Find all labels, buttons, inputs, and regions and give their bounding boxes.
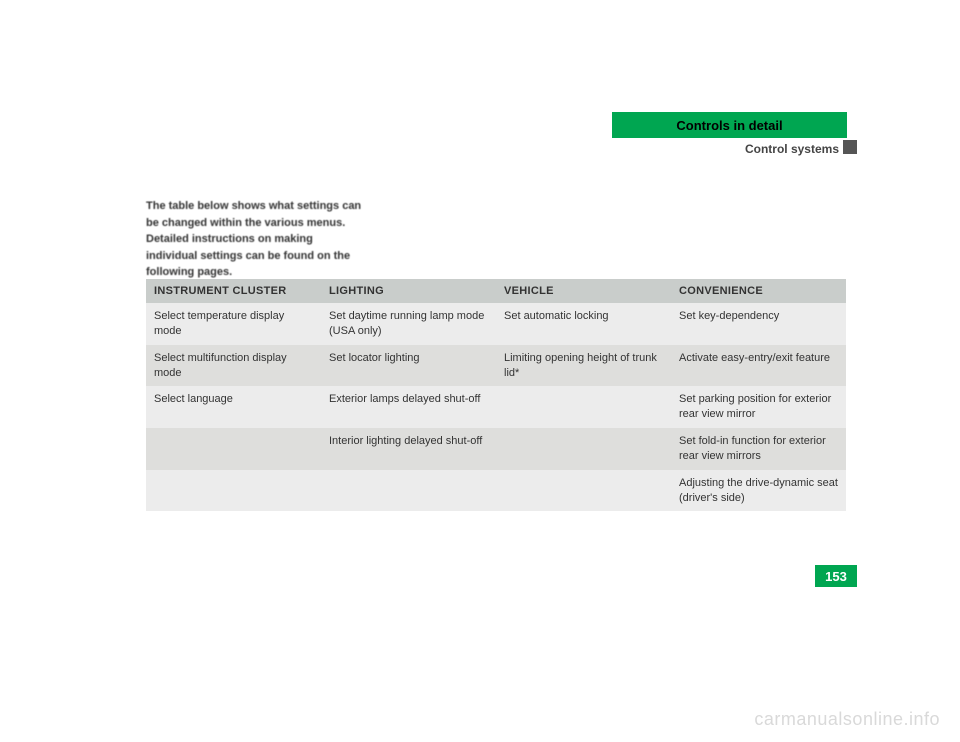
page-number-badge: 153 [815, 565, 857, 587]
table-cell: Limiting opening height of trunk lid* [496, 345, 671, 387]
table-row: Select temperature display mode Set dayt… [146, 303, 846, 345]
table-cell [321, 470, 496, 512]
table-cell: Adjusting the drive-dynamic seat (driver… [671, 470, 846, 512]
section-tab-label: Controls in detail [676, 118, 782, 133]
table-cell [146, 428, 321, 470]
table-cell: Set key-dependency [671, 303, 846, 345]
table-row: Interior lighting delayed shut-off Set f… [146, 428, 846, 470]
table-cell: Set parking position for exterior rear v… [671, 386, 846, 428]
table-cell: Interior lighting delayed shut-off [321, 428, 496, 470]
intro-paragraph: The table below shows what settings can … [146, 198, 366, 281]
table-header: LIGHTING [321, 279, 496, 303]
table-header-row: INSTRUMENT CLUSTER LIGHTING VEHICLE CONV… [146, 279, 846, 303]
table-row: Select multifunction display mode Set lo… [146, 345, 846, 387]
table-cell: Select language [146, 386, 321, 428]
table-cell: Set automatic locking [496, 303, 671, 345]
table-row: Adjusting the drive-dynamic seat (driver… [146, 470, 846, 512]
table-cell: Select multifunction display mode [146, 345, 321, 387]
table-cell [496, 386, 671, 428]
settings-table: INSTRUMENT CLUSTER LIGHTING VEHICLE CONV… [146, 279, 846, 511]
watermark-text: carmanualsonline.info [754, 709, 940, 730]
page-number: 153 [825, 569, 847, 584]
tab-marker [843, 140, 857, 154]
table-cell: Exterior lamps delayed shut-off [321, 386, 496, 428]
table-cell [146, 470, 321, 512]
table-cell [496, 470, 671, 512]
table-header: INSTRUMENT CLUSTER [146, 279, 321, 303]
table-header: VEHICLE [496, 279, 671, 303]
section-subtitle: Control systems [745, 142, 839, 156]
table-cell: Activate easy-entry/exit feature [671, 345, 846, 387]
table-row: Select language Exterior lamps delayed s… [146, 386, 846, 428]
table-cell: Set daytime running lamp mode (USA only) [321, 303, 496, 345]
table-cell: Set locator lighting [321, 345, 496, 387]
table-cell: Set fold-in function for exterior rear v… [671, 428, 846, 470]
section-tab: Controls in detail [612, 112, 847, 138]
table-cell [496, 428, 671, 470]
manual-page: Controls in detail Control systems The t… [0, 0, 960, 742]
table-header: CONVENIENCE [671, 279, 846, 303]
table-cell: Select temperature display mode [146, 303, 321, 345]
